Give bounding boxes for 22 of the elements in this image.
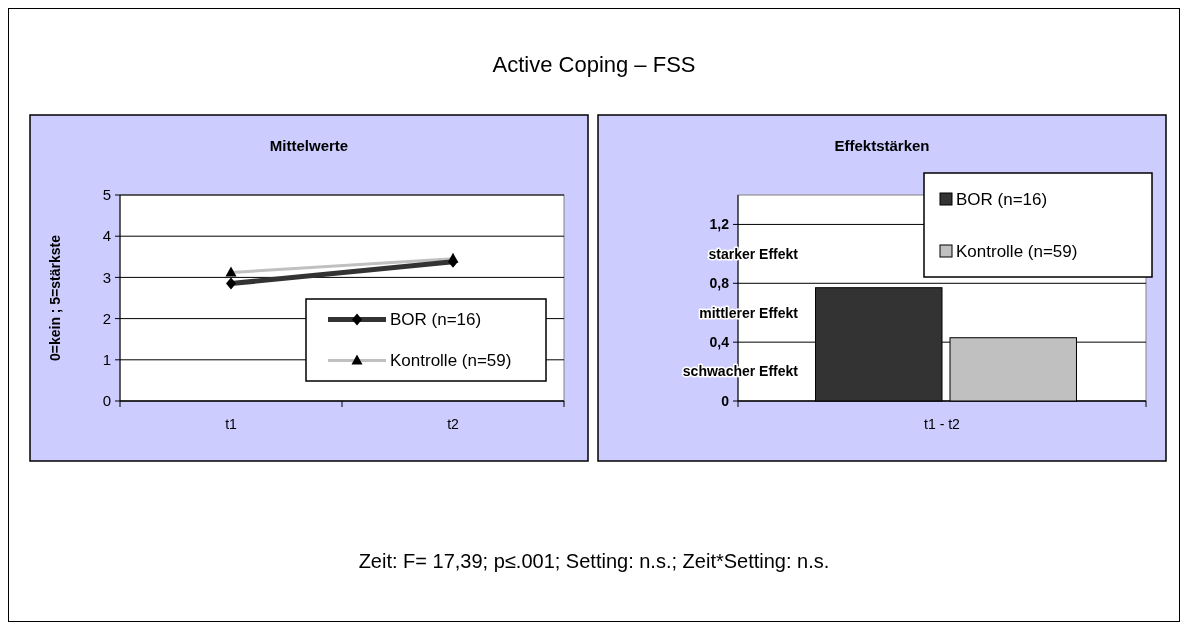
y-tick-label: 2	[102, 309, 111, 327]
y-tick-label: 1,2	[709, 216, 730, 233]
y-tick-label: 3	[102, 268, 111, 286]
text: Active Coping – FSS	[492, 52, 696, 77]
x-tick-label: t1	[225, 416, 238, 432]
y-axis-title: 0=kein ; 5=stärkste	[47, 234, 63, 362]
y-tick-label: 1	[102, 351, 111, 369]
legend-label: Kontrolle (n=59)	[956, 241, 1078, 261]
legend-label: BOR (n=16)	[390, 310, 482, 330]
chart-title: Mittelwerte	[269, 137, 349, 154]
y-tick-label: 0	[102, 392, 111, 410]
x-tick-label: t2	[447, 416, 460, 432]
y-tick-label: 5	[102, 186, 111, 204]
chart-title: Effektstärken	[834, 137, 930, 154]
x-tick-label: t1 - t2	[924, 416, 961, 432]
y-tick-label: 0	[721, 392, 730, 409]
legend-label: BOR (n=16)	[956, 189, 1048, 209]
y-tick-label: 4	[102, 227, 111, 245]
y-tick-label: 0,8	[709, 275, 730, 292]
text: Zeit: F= 17,39; p≤.001; Setting: n.s.; Zeit*Setting: n.s.	[358, 550, 830, 572]
legend-label: Kontrolle (n=59)	[390, 351, 512, 371]
y-tick-label: 0,4	[709, 334, 730, 351]
